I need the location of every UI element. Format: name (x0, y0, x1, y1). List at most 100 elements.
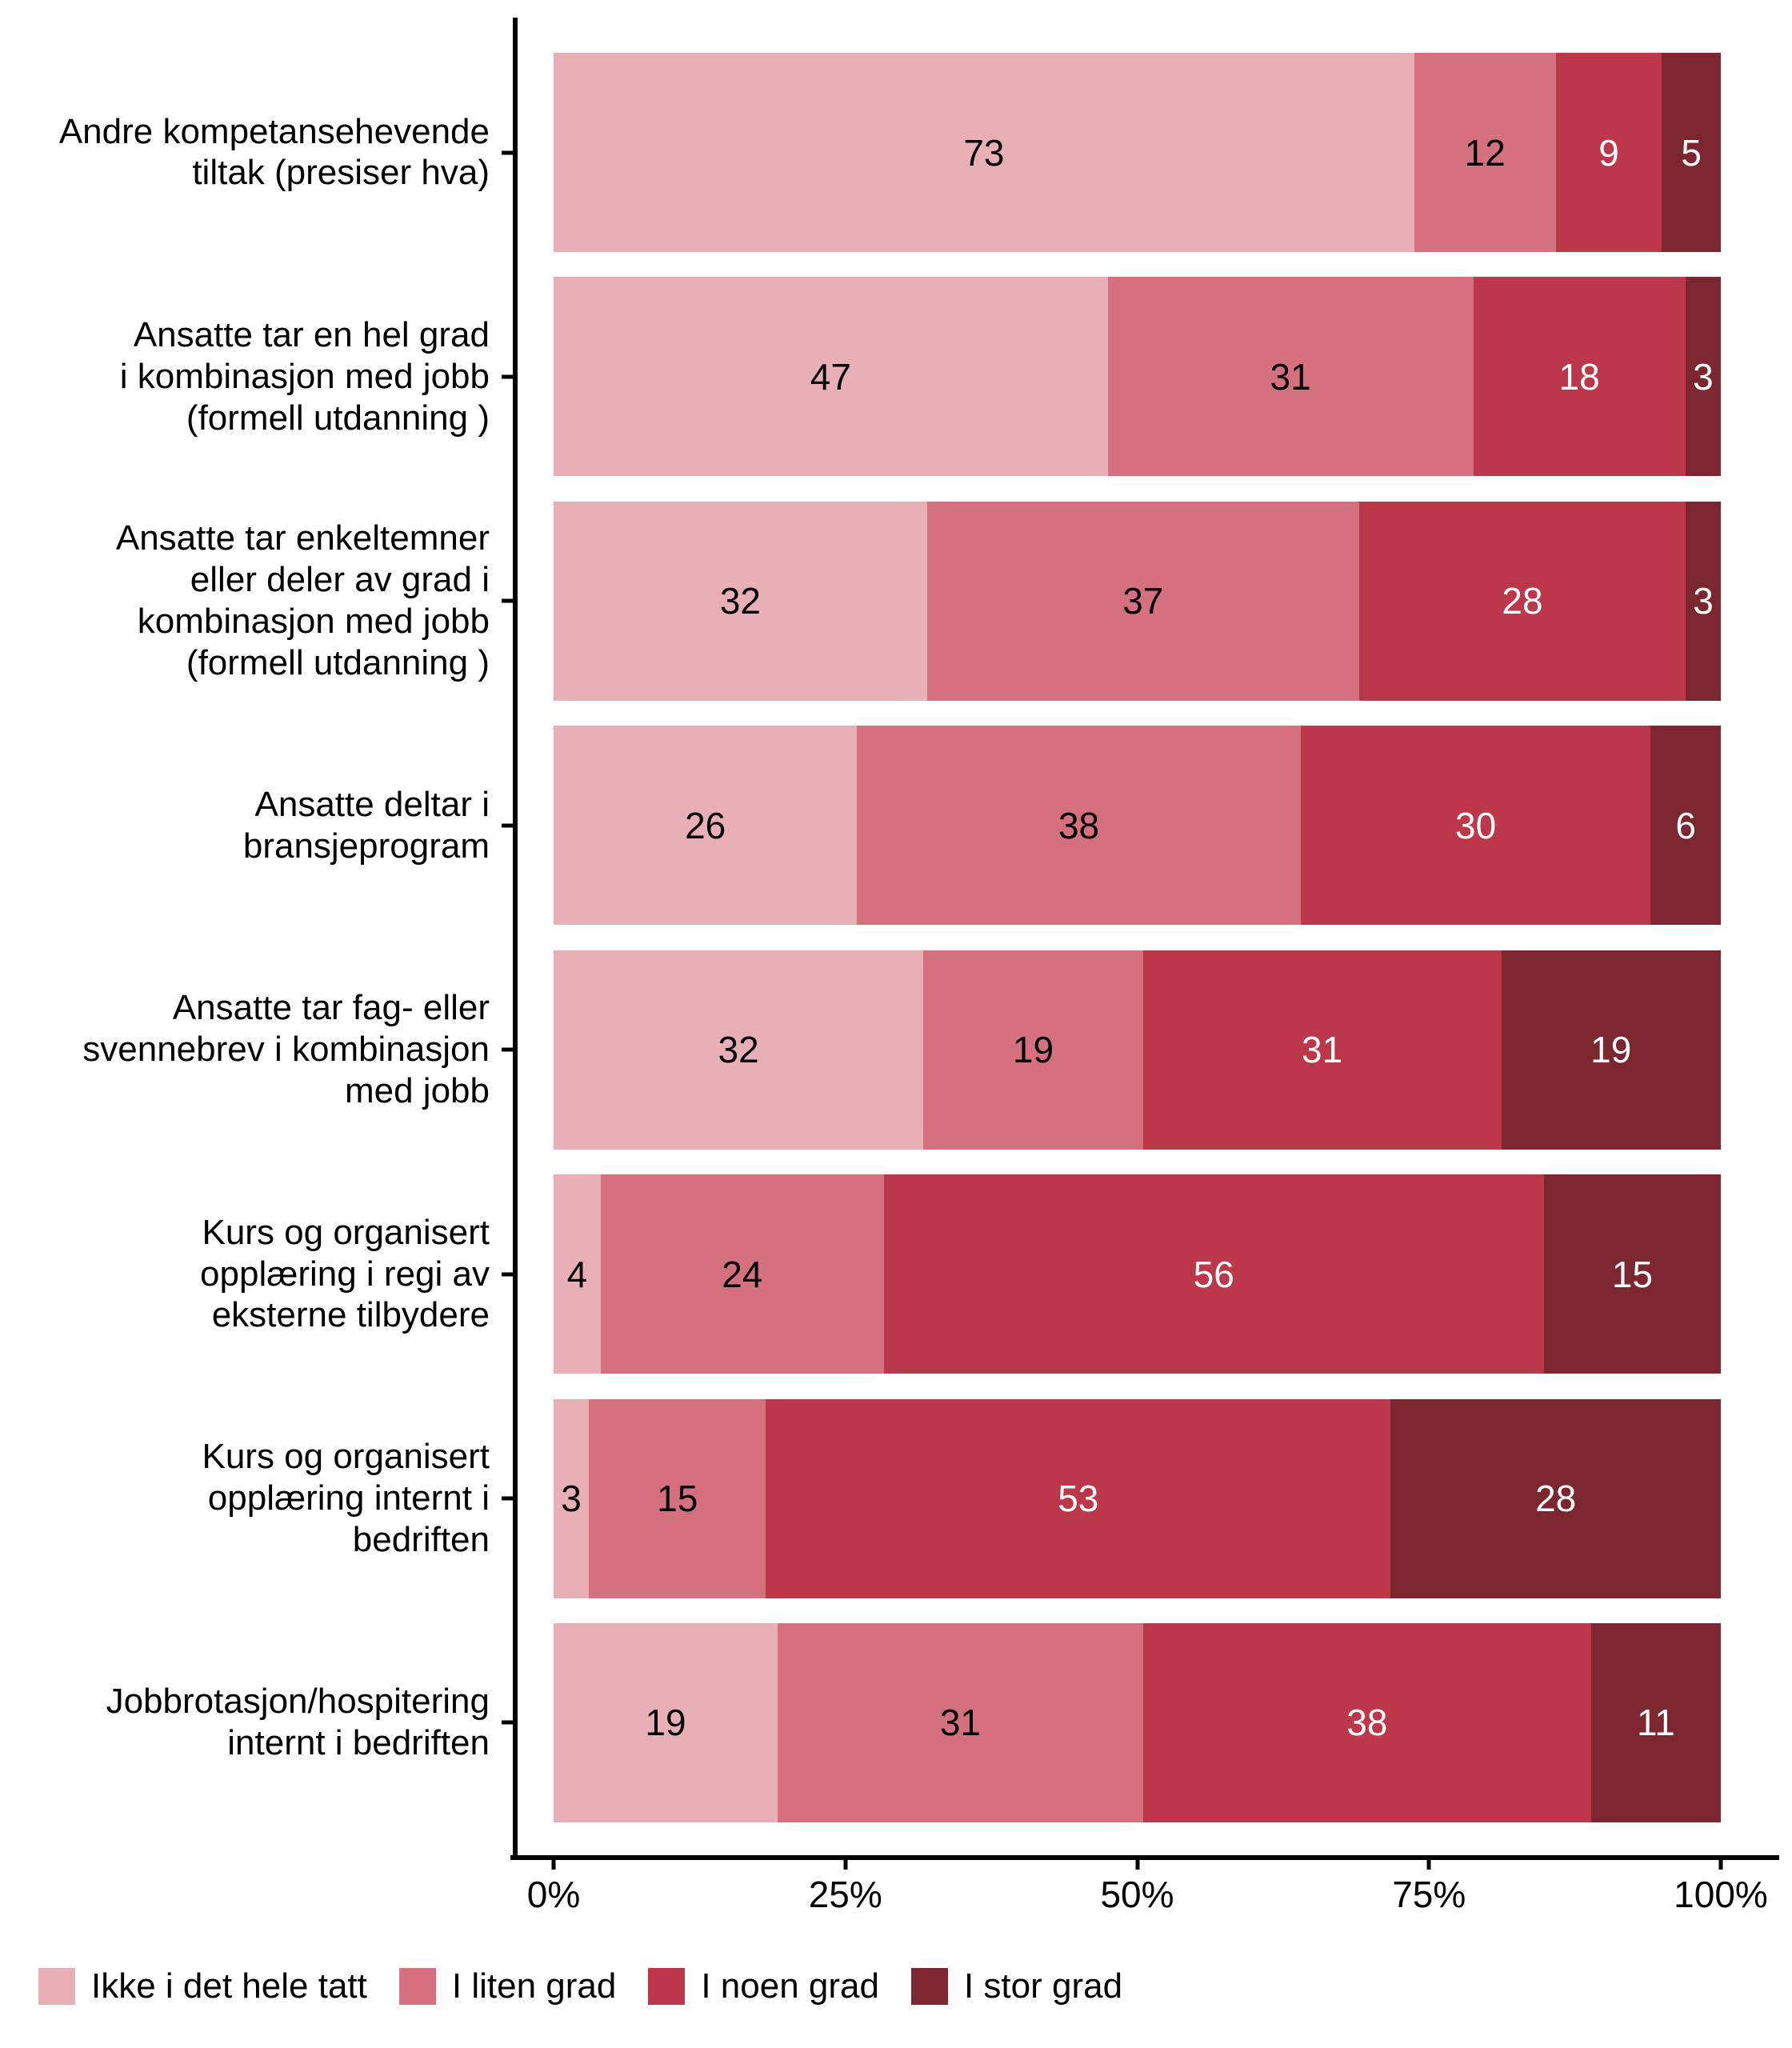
bar-value-label: 3 (1693, 355, 1714, 398)
legend-swatch (398, 1968, 436, 2005)
y-axis-tick (502, 150, 513, 154)
legend-item: I stor grad (910, 1966, 1123, 2006)
category-label: Andre kompetansehevende tiltak (presiser… (58, 111, 490, 193)
bar-value-label: 28 (1502, 580, 1543, 622)
bar-value-label: 24 (722, 1253, 763, 1295)
legend: Ikke i det hele tatt I liten grad I noen g… (38, 1966, 1122, 2006)
bar-segment: 38 (1142, 1622, 1591, 1822)
bar-segment: 18 (1473, 277, 1686, 477)
bar-row: Kurs og organisert opplæring internt i b… (0, 1398, 1792, 1598)
bar-segment: 5 (1662, 53, 1721, 252)
x-axis-tick-label: 50% (1100, 1874, 1174, 1915)
bar-value-label: 9 (1598, 131, 1619, 174)
stacked-bar: 26 38 30 6 (554, 726, 1721, 926)
bar-segment: 32 (554, 501, 927, 701)
y-axis-tick (502, 598, 513, 603)
bar-value-label: 6 (1675, 804, 1696, 846)
y-axis-tick (502, 374, 513, 379)
legend-item: I noen grad (648, 1966, 879, 2006)
bar-segment: 15 (589, 1398, 766, 1598)
bar-segment: 37 (926, 501, 1359, 701)
legend-swatch (38, 1968, 75, 2005)
stacked-bar: 32 37 28 3 (554, 501, 1721, 701)
bar-value-label: 19 (1590, 1029, 1632, 1071)
bar-value-label: 4 (566, 1253, 588, 1295)
bar-value-label: 38 (1346, 1702, 1388, 1744)
bar-row: Kurs og organisert opplæring i regi av e… (0, 1174, 1792, 1374)
bar-value-label: 15 (1611, 1253, 1654, 1295)
bar-segment: 19 (923, 950, 1143, 1150)
bar-value-label: 15 (657, 1478, 698, 1520)
x-axis-tick (843, 1860, 848, 1870)
bar-value-label: 5 (1681, 131, 1702, 174)
legend-swatch (910, 1968, 948, 2005)
bar-segment: 6 (1650, 726, 1721, 926)
stacked-bar: 47 31 18 3 (554, 277, 1721, 477)
x-axis-tick (1718, 1860, 1723, 1870)
bar-segment: 32 (554, 950, 924, 1150)
bar-value-label: 53 (1058, 1478, 1099, 1520)
bar-segment: 3 (554, 1398, 590, 1598)
category-label: Ansatte tar fag- eller svennebrev i komb… (82, 988, 490, 1111)
stacked-bar: 19 31 38 11 (554, 1622, 1721, 1822)
bar-segment: 30 (1300, 726, 1651, 926)
y-axis-tick (502, 823, 513, 828)
bar-value-label: 37 (1122, 580, 1164, 622)
bar-segment: 38 (857, 726, 1301, 926)
bar-value-label: 47 (810, 355, 851, 398)
y-axis-line (513, 18, 518, 1860)
legend-swatch (648, 1968, 686, 2005)
bar-value-label: 32 (719, 580, 762, 622)
bar-value-label: 11 (1637, 1702, 1675, 1744)
bar-segment: 15 (1543, 1174, 1721, 1374)
stacked-bar: 32 19 31 19 (554, 950, 1721, 1150)
legend-item: Ikke i det hele tatt (38, 1966, 367, 2006)
stacked-bar: 3 15 53 28 (554, 1398, 1721, 1598)
bar-value-label: 3 (1693, 580, 1714, 622)
bar-value-label: 19 (1012, 1029, 1054, 1071)
bar-value-label: 38 (1058, 804, 1100, 846)
x-axis-tick-label: 75% (1392, 1874, 1466, 1915)
legend-label: I stor grad (963, 1966, 1123, 2006)
bar-segment: 31 (1107, 277, 1474, 477)
bar-segment: 47 (554, 277, 1108, 477)
bar-segment: 28 (1390, 1398, 1721, 1598)
bar-value-label: 31 (1302, 1029, 1343, 1071)
bar-segment: 3 (1685, 277, 1721, 477)
bar-segment: 12 (1414, 53, 1556, 252)
x-axis-tick (551, 1860, 556, 1870)
stacked-bar: 73 12 9 5 (554, 53, 1721, 252)
bar-row: Ansatte tar fag- eller svennebrev i komb… (0, 950, 1792, 1150)
bar-value-label: 26 (685, 804, 726, 846)
bar-value-label: 30 (1454, 804, 1497, 846)
y-axis-tick (502, 1720, 513, 1725)
legend-label: I noen grad (701, 1966, 879, 2006)
y-axis-tick (502, 1047, 513, 1052)
legend-label: Ikke i det hele tatt (91, 1966, 367, 2006)
bar-segment: 11 (1590, 1622, 1721, 1822)
category-label: Ansatte tar en hel grad i kombinasjon me… (119, 315, 490, 438)
legend-item: I liten grad (398, 1966, 616, 2006)
bar-row: Jobbrotasjon/hospitering internt i bedri… (0, 1622, 1792, 1822)
bar-value-label: 3 (561, 1478, 582, 1520)
category-label: Kurs og organisert opplæring i regi av e… (200, 1212, 490, 1335)
bar-segment: 19 (554, 1622, 778, 1822)
bar-segment: 31 (1142, 950, 1502, 1150)
x-axis-tick-label: 25% (808, 1874, 882, 1915)
bar-segment: 19 (1501, 950, 1721, 1150)
bar-value-label: 19 (645, 1702, 686, 1744)
bar-row: Andre kompetansehevende tiltak (presiser… (0, 53, 1792, 252)
bar-segment: 3 (1686, 501, 1721, 701)
bar-value-label: 56 (1193, 1253, 1234, 1295)
x-axis-tick-label: 100% (1674, 1874, 1768, 1915)
bar-value-label: 31 (1270, 355, 1311, 398)
bar-value-label: 28 (1535, 1478, 1577, 1520)
bar-value-label: 32 (718, 1029, 759, 1071)
x-axis-tick (1135, 1860, 1139, 1870)
bar-value-label: 31 (939, 1702, 981, 1744)
bar-segment: 28 (1358, 501, 1686, 701)
bar-segment: 4 (554, 1174, 601, 1374)
bar-value-label: 73 (963, 131, 1005, 174)
category-label: Jobbrotasjon/hospitering internt i bedri… (106, 1682, 490, 1763)
